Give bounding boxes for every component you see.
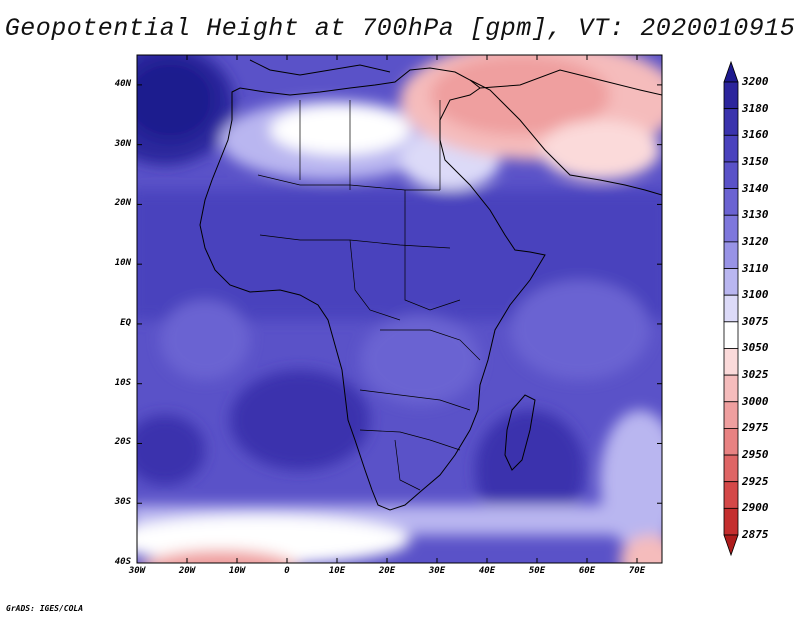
field-south-high [145, 550, 295, 563]
colorbar-label: 3150 [742, 154, 769, 168]
asia-coast [479, 69, 662, 96]
field-arabia [540, 120, 660, 180]
lat-label: 40N [114, 78, 131, 89]
colorbar-box [723, 268, 739, 296]
lon-label: 20W [178, 566, 196, 576]
colorbar-box [723, 134, 739, 163]
colorbar [723, 60, 739, 557]
lon-label: 30W [128, 566, 146, 576]
map-title: Geopotential Height at 700hPa [gpm], VT:… [4, 14, 796, 43]
field-low-core [137, 60, 215, 140]
colorbar-box [723, 321, 739, 349]
plot-frame [136, 54, 663, 564]
border-namibia [359, 429, 461, 451]
lon-label: 20E [378, 566, 396, 576]
lon-label: 60E [578, 566, 596, 576]
colorbar-box [723, 214, 739, 243]
arabia-coast [469, 79, 662, 196]
field-middleeast-core [430, 55, 610, 135]
colorbar-bottom-arrow [723, 534, 739, 557]
colorbar-label: 3130 [742, 208, 769, 222]
lon-label: 30E [428, 566, 446, 576]
field-low-southatlantic [230, 370, 370, 470]
colorbar-box [723, 481, 739, 509]
coastlines [199, 59, 662, 511]
colorbar-label: 2975 [742, 421, 769, 435]
lon-label: 70E [628, 566, 646, 576]
lon-label: 50E [528, 566, 546, 576]
colorbar-box [723, 348, 739, 376]
colorbar-label: 2875 [742, 528, 769, 541]
colorbar-box [723, 428, 739, 456]
border-nigeria-cameroon [349, 239, 401, 321]
colorbar-box [723, 401, 739, 429]
colorbar-label: 2925 [742, 474, 769, 488]
colorbar-box [723, 108, 739, 136]
field-sahara-core [270, 105, 410, 155]
lon-label: 0 [284, 566, 290, 576]
colorbar-label: 3160 [742, 128, 769, 142]
colorbar-label: 3025 [742, 368, 769, 382]
borders [257, 100, 481, 491]
colorbar-label: 3110 [742, 261, 769, 275]
field-southeast-ridge [600, 410, 662, 550]
border-botswana [394, 439, 421, 491]
colorbar-box [723, 188, 739, 216]
colorbar-box [723, 507, 739, 536]
colorbar-label: 3200 [742, 75, 769, 88]
lon-label: 10E [328, 566, 346, 576]
field-low-mozambique [475, 410, 585, 530]
border-congo [380, 329, 481, 361]
field-southeast-high [620, 535, 662, 563]
border-angola [359, 389, 471, 411]
colorbar-box [723, 294, 739, 323]
lat-label: 20S [114, 437, 131, 448]
colorbar-box [723, 241, 739, 269]
field-low-west [137, 415, 205, 485]
credit-text: GrADS: IGES/COLA [6, 604, 84, 613]
colorbar-label: 3120 [742, 234, 769, 248]
lat-label: 30S [114, 497, 131, 508]
colorbar-label: 3100 [742, 288, 769, 302]
colorbar-box [723, 81, 739, 110]
colorbar-label: 3050 [742, 341, 769, 355]
lat-label: 20N [114, 198, 131, 209]
axis-ticks [136, 55, 662, 564]
lat-label: 10N [114, 258, 131, 269]
madagascar-coast [504, 394, 536, 471]
lat-label: 30N [114, 138, 131, 149]
border-central [404, 190, 461, 311]
colorbar-label: 3140 [742, 181, 769, 195]
europe-coast [249, 59, 391, 76]
lat-label: 40S [114, 557, 131, 567]
colorbar-label: 3180 [742, 101, 769, 115]
field-atlantic-patch [160, 300, 250, 380]
height-field [137, 55, 662, 563]
lat-label: 10S [114, 377, 131, 388]
colorbar-box [723, 374, 739, 403]
colorbar-label: 3075 [742, 314, 769, 328]
lon-label: 10W [228, 566, 246, 576]
colorbar-top-arrow [723, 60, 739, 83]
lat-label: EQ [120, 317, 131, 328]
colorbar-box [723, 454, 739, 483]
colorbar-label: 2950 [742, 448, 769, 462]
colorbar-box [723, 161, 739, 189]
colorbar-label: 2900 [742, 501, 769, 515]
colorbar-label: 3000 [742, 394, 769, 408]
africa-coast [199, 67, 546, 511]
field-indian-patch [510, 280, 650, 380]
lon-label: 40E [478, 566, 496, 576]
field-congo-patch [360, 315, 480, 405]
